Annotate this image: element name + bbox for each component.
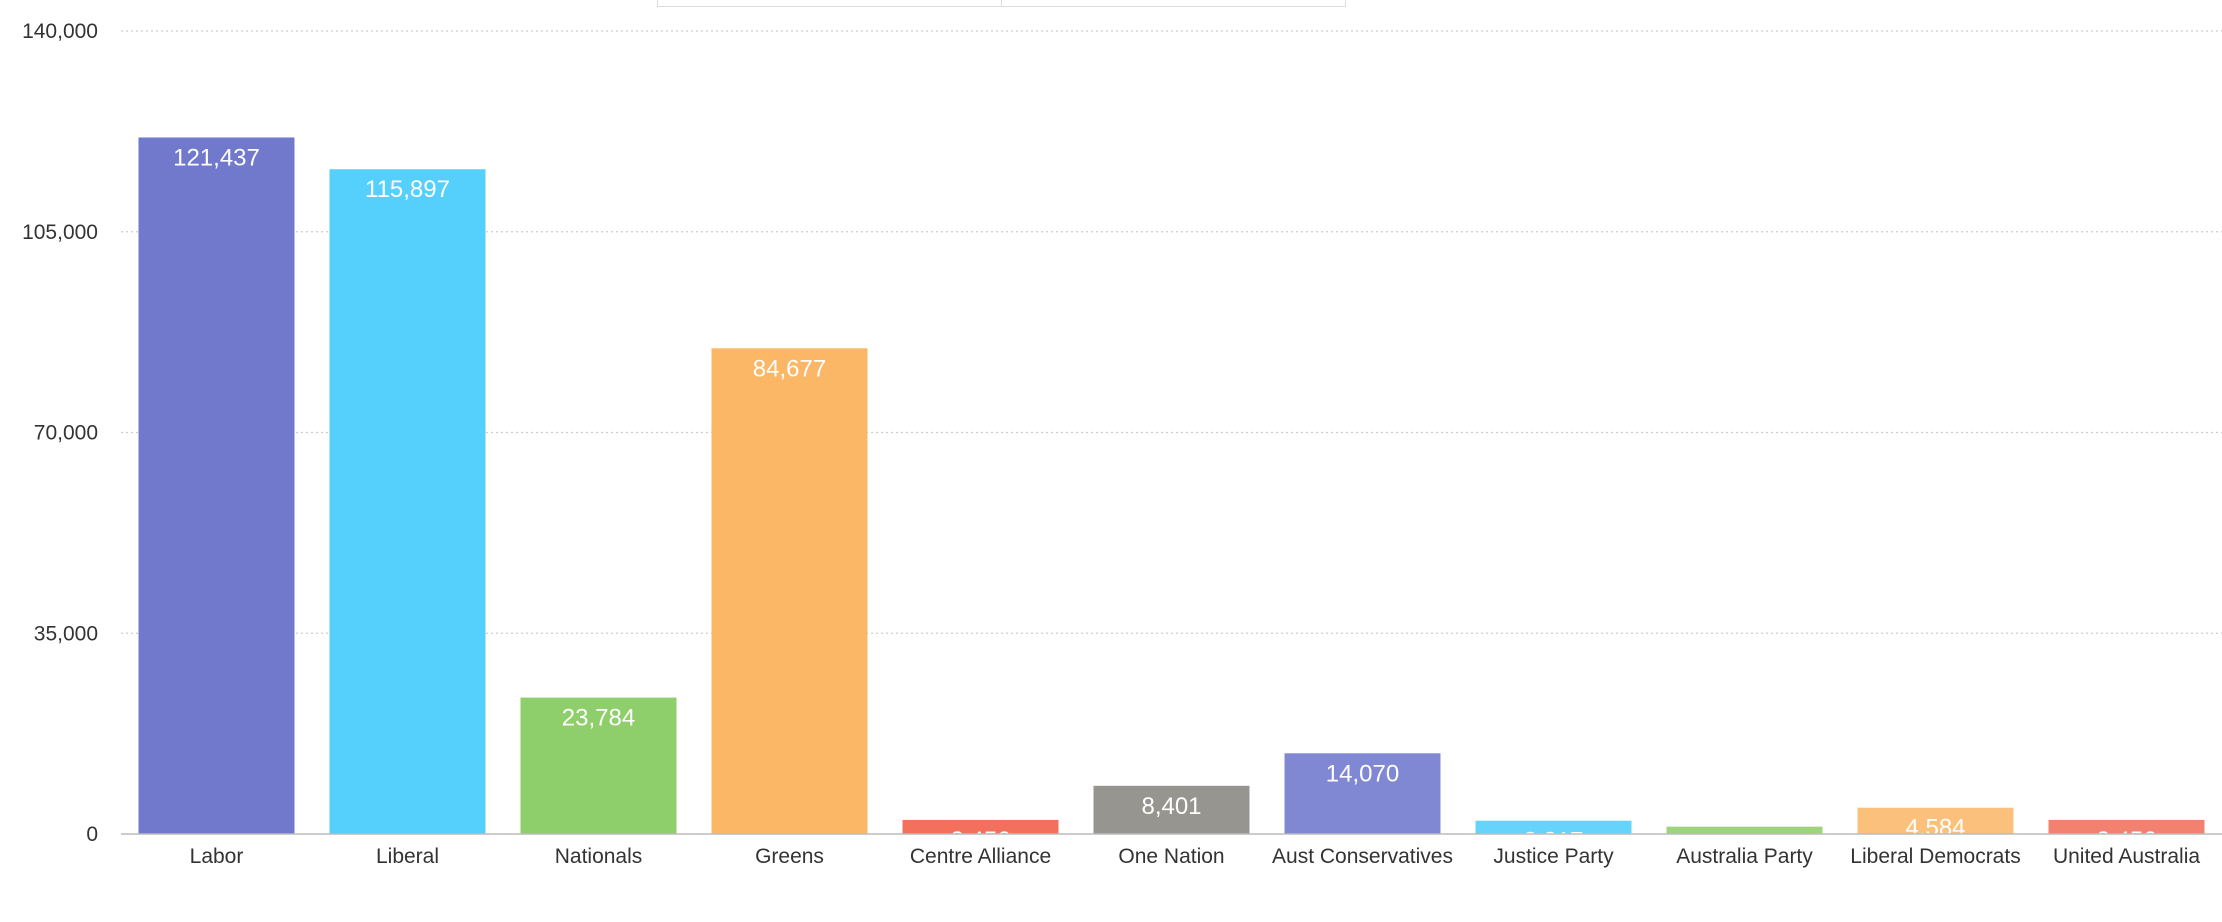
bar[interactable]: [2048, 819, 2205, 834]
data-label: 121,437: [173, 144, 260, 171]
category-label: Nationals: [555, 845, 643, 868]
category-label: Centre Alliance: [910, 845, 1051, 868]
bar[interactable]: [1666, 826, 1823, 834]
bar[interactable]: [1284, 753, 1441, 834]
data-label: 4,584: [1905, 815, 1965, 842]
bar[interactable]: [520, 697, 677, 834]
category-label: Aust Conservatives: [1272, 845, 1453, 868]
bar[interactable]: [1857, 807, 2014, 834]
data-label: 2,456: [2096, 827, 2156, 854]
bar[interactable]: [1475, 820, 1632, 834]
bar[interactable]: [902, 819, 1059, 834]
data-labels: 121,437 115,897 23,784 84,677 2,456 8,401 14,0…: [173, 144, 2156, 860]
data-label: 1,280: [1714, 834, 1774, 861]
data-label: 115,897: [365, 176, 450, 203]
y-tick-label: 0: [86, 823, 98, 846]
category-label: Australia Party: [1676, 845, 1813, 868]
bar[interactable]: [711, 348, 868, 834]
y-tick-label: 140,000: [22, 20, 98, 43]
data-label: 2,317: [1523, 828, 1583, 855]
x-axis-categories: Labor Liberal Nationals Greens Centre Allian…: [190, 845, 2201, 868]
data-label: 14,070: [1326, 760, 1399, 787]
bar[interactable]: [329, 169, 486, 834]
category-label: Greens: [755, 845, 824, 868]
category-label: Liberal Democrats: [1850, 845, 2020, 868]
y-axis-ticks: 0 35,000 70,000 105,000 140,000: [22, 20, 98, 846]
data-label: 2,456: [950, 827, 1010, 854]
y-tick-label: 70,000: [34, 422, 98, 445]
toolbar-segment-right[interactable]: [1001, 0, 1346, 7]
category-label: Liberal: [376, 845, 439, 868]
category-label: Justice Party: [1493, 845, 1614, 868]
y-tick-label: 105,000: [22, 221, 98, 244]
data-label: 23,784: [562, 705, 635, 732]
y-tick-label: 35,000: [34, 622, 98, 645]
category-label: One Nation: [1118, 845, 1224, 868]
data-label: 84,677: [753, 355, 826, 382]
bar[interactable]: [1093, 785, 1250, 834]
category-label: Labor: [190, 845, 244, 868]
bar[interactable]: [138, 137, 295, 835]
bars: [138, 137, 2205, 835]
category-label: United Australia: [2053, 845, 2200, 868]
data-label: 8,401: [1141, 793, 1201, 820]
